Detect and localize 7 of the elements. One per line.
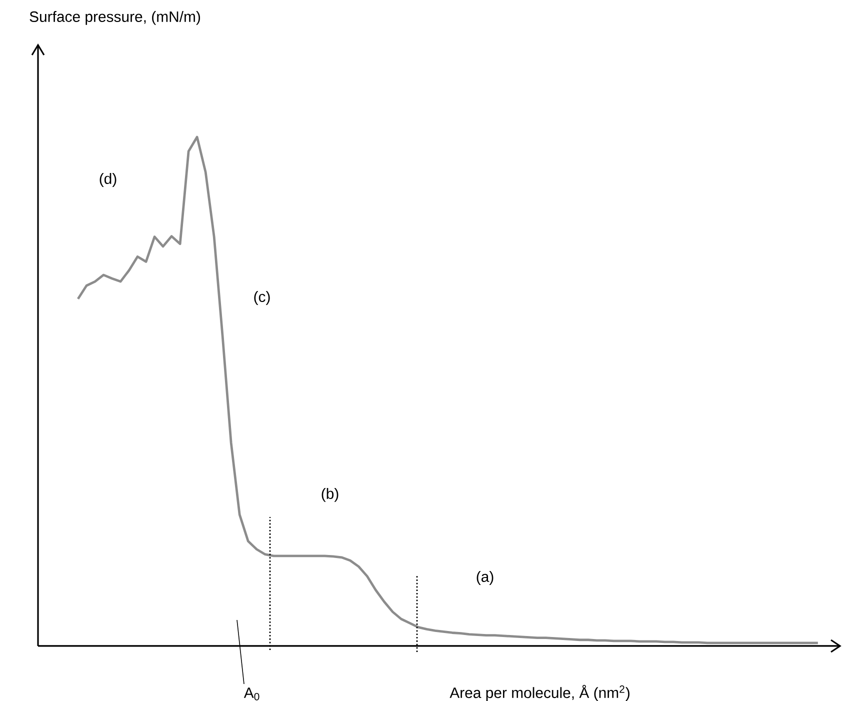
- annotation: (b): [322, 488, 338, 502]
- annotation: (a): [476, 571, 494, 585]
- text: Surface pressure, (mN/m): [30, 11, 200, 25]
- x-axis-title: Area per molecule, Å (nm$^{2}$): [450, 684, 630, 701]
- annotation: (c): [254, 291, 270, 305]
- annotation: (d): [100, 173, 116, 187]
- text: A$_{0}$: [244, 688, 260, 700]
